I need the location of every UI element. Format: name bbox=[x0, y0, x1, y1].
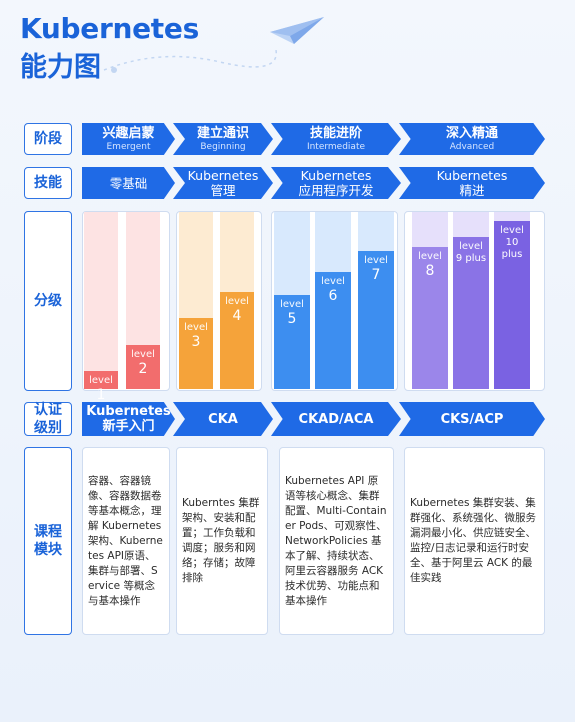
level-bar-2: level 2 bbox=[126, 345, 160, 389]
skill-line2: 精进 bbox=[459, 183, 485, 198]
stage-chevron-2: 建立通识 Beginning bbox=[173, 123, 273, 155]
course-text: 容器、容器镜像、容器数据卷等基本概念，理解 Kubernetes 架构、Kube… bbox=[88, 474, 163, 607]
stage-name: 深入精通 bbox=[445, 125, 498, 141]
level-number: 2 bbox=[138, 361, 148, 377]
row-label-level: 分级 bbox=[24, 211, 72, 391]
level-number: 5 bbox=[287, 311, 297, 327]
level-number: 8 bbox=[425, 263, 435, 279]
level-word: level bbox=[364, 255, 388, 266]
skill-line2: 管理 bbox=[210, 183, 236, 198]
level-number: 4 bbox=[232, 308, 242, 324]
level-number: 7 bbox=[371, 267, 381, 283]
course-text: Kubernetes 集群安装、集群强化、系统强化、微服务漏洞最小化、供应链安全… bbox=[410, 497, 536, 584]
row-label-cert-text: 认证级别 bbox=[34, 402, 62, 436]
row-label-skill: 技能 bbox=[24, 167, 72, 199]
level-bar-4: level 4 bbox=[220, 292, 254, 389]
dotted-curve-icon bbox=[103, 49, 277, 73]
level-bar-3: level 3 bbox=[179, 318, 213, 389]
skill-chevron-4: Kubernetes 精进 bbox=[399, 167, 545, 199]
title-capability-map: 能力图 bbox=[20, 52, 101, 83]
cert-line2: 新手入门 bbox=[102, 419, 155, 434]
course-box-1: 容器、容器镜像、容器数据卷等基本概念，理解 Kubernetes 架构、Kube… bbox=[82, 447, 170, 635]
cert-chevron-4: CKS/ACP bbox=[399, 402, 545, 436]
level-word: level bbox=[321, 276, 345, 287]
stage-name: 建立通识 bbox=[196, 125, 249, 141]
level-word: level bbox=[184, 322, 208, 333]
level-bar-10-plus: level 10 plus bbox=[494, 221, 530, 389]
level-word: level bbox=[225, 296, 249, 307]
skill-line1: Kubernetes bbox=[436, 168, 508, 183]
level-bar-9-plus: level 9 plus bbox=[453, 237, 489, 389]
level-word: level bbox=[500, 225, 524, 236]
level-word: level bbox=[418, 251, 442, 262]
cert-chevron-1: Kubernetes 新手入门 bbox=[82, 402, 175, 436]
cert-line1: CKAD/ACA bbox=[298, 411, 374, 427]
level-number: 10 plus bbox=[501, 237, 523, 260]
course-box-4: Kubernetes 集群安装、集群强化、系统强化、微服务漏洞最小化、供应链安全… bbox=[404, 447, 545, 635]
row-label-cert: 认证级别 bbox=[24, 402, 72, 436]
skill-line1: 零基础 bbox=[109, 175, 148, 191]
level-word: level bbox=[280, 299, 304, 310]
course-text: Kubernetes API 原语等核心概念、集群配置、Multi-Contai… bbox=[285, 474, 387, 607]
level-number: 9 plus bbox=[455, 253, 487, 264]
level-bar-5: level 5 bbox=[274, 295, 310, 389]
stage-sub: Beginning bbox=[200, 141, 246, 152]
level-number: 3 bbox=[191, 334, 201, 350]
skill-chevron-1: 零基础 bbox=[82, 167, 175, 199]
course-box-3: Kubernetes API 原语等核心概念、集群配置、Multi-Contai… bbox=[279, 447, 394, 635]
stage-chevron-1: 兴趣启蒙 Emergent bbox=[82, 123, 175, 155]
stage-sub: Emergent bbox=[106, 141, 151, 152]
cert-line1: CKS/ACP bbox=[440, 411, 504, 427]
level-word: level bbox=[459, 241, 483, 252]
row-label-course: 课程模块 bbox=[24, 447, 72, 635]
level-bar-6: level 6 bbox=[315, 272, 351, 389]
level-word: level bbox=[131, 349, 155, 360]
cert-chevron-3: CKAD/ACA bbox=[271, 402, 401, 436]
skill-line1: Kubernetes bbox=[187, 168, 259, 183]
stage-chevron-4: 深入精通 Advanced bbox=[399, 123, 545, 155]
cert-chevron-2: CKA bbox=[173, 402, 273, 436]
course-text: Kuberntes 集群架构、安装和配置；工作负载和调度；服务和网络；存储；故障… bbox=[182, 497, 260, 584]
level-bar-bg-1 bbox=[84, 212, 118, 389]
row-label-course-text: 课程模块 bbox=[34, 524, 62, 558]
row-label-stage: 阶段 bbox=[24, 123, 72, 155]
stage-name: 兴趣启蒙 bbox=[102, 125, 155, 141]
skill-chevron-3: Kubernetes 应用程序开发 bbox=[271, 167, 401, 199]
level-bar-8: level 8 bbox=[412, 247, 448, 389]
level-word: level bbox=[89, 375, 113, 386]
stage-chevron-3: 技能进阶 Intermediate bbox=[271, 123, 401, 155]
skill-line2: 应用程序开发 bbox=[298, 183, 374, 198]
level-bar-1: level 1 bbox=[84, 371, 118, 403]
cert-line1: Kubernetes bbox=[86, 404, 171, 419]
stage-name: 技能进阶 bbox=[309, 125, 362, 141]
level-number: 1 bbox=[96, 387, 106, 403]
level-bar-7: level 7 bbox=[358, 251, 394, 389]
stage-sub: Advanced bbox=[449, 141, 495, 152]
cert-line1: CKA bbox=[208, 411, 238, 427]
skill-line1: Kubernetes bbox=[300, 168, 372, 183]
title-kubernetes: Kubernetes bbox=[20, 12, 199, 45]
course-box-2: Kuberntes 集群架构、安装和配置；工作负载和调度；服务和网络；存储；故障… bbox=[176, 447, 268, 635]
level-number: 6 bbox=[328, 288, 338, 304]
paper-plane-icon bbox=[270, 17, 324, 44]
skill-chevron-2: Kubernetes 管理 bbox=[173, 167, 273, 199]
stage-sub: Intermediate bbox=[306, 141, 366, 152]
